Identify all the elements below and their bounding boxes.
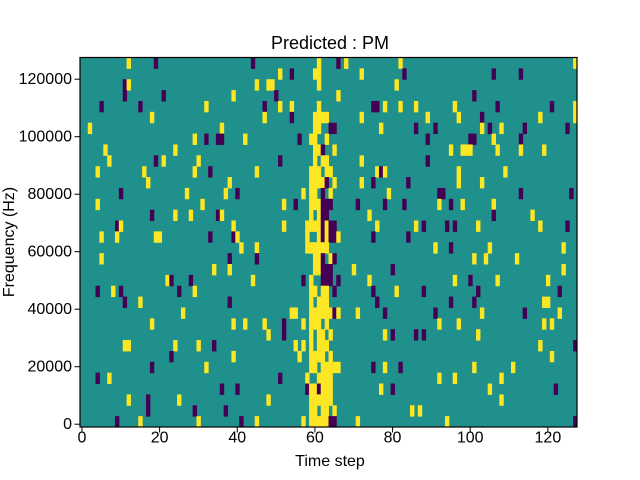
- svg-text:80: 80: [384, 429, 402, 446]
- svg-text:80000: 80000: [28, 186, 73, 203]
- svg-text:Frequency (Hz): Frequency (Hz): [1, 187, 18, 297]
- svg-text:Time step: Time step: [295, 453, 365, 470]
- svg-text:0: 0: [77, 429, 86, 446]
- svg-text:60000: 60000: [28, 244, 73, 261]
- svg-text:100000: 100000: [19, 129, 72, 146]
- svg-text:40000: 40000: [28, 301, 73, 318]
- svg-text:0: 0: [63, 416, 72, 433]
- svg-text:20: 20: [151, 429, 169, 446]
- svg-text:Predicted : PM: Predicted : PM: [271, 33, 389, 53]
- svg-text:20000: 20000: [28, 359, 73, 376]
- svg-text:120000: 120000: [19, 71, 72, 88]
- svg-text:40: 40: [228, 429, 246, 446]
- svg-text:100: 100: [457, 429, 484, 446]
- svg-text:60: 60: [306, 429, 324, 446]
- svg-text:120: 120: [535, 429, 562, 446]
